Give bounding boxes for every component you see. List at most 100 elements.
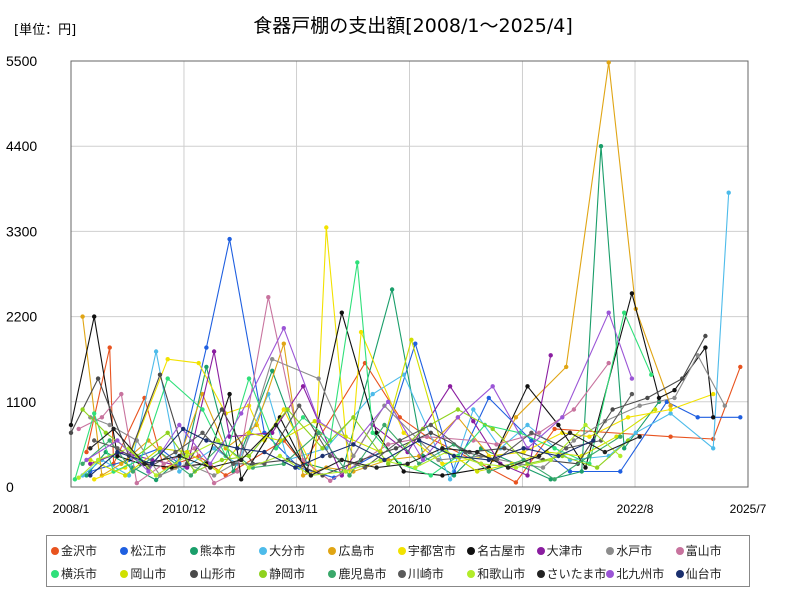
data-point bbox=[297, 404, 301, 408]
data-point bbox=[405, 462, 409, 466]
legend-marker bbox=[190, 547, 198, 555]
data-point bbox=[212, 473, 216, 477]
data-point bbox=[216, 438, 220, 442]
data-point bbox=[266, 295, 270, 299]
data-point bbox=[649, 373, 653, 377]
legend-label: 岡山市 bbox=[130, 565, 166, 582]
data-point bbox=[645, 396, 649, 400]
data-point bbox=[111, 427, 115, 431]
data-point bbox=[580, 469, 584, 473]
data-point bbox=[440, 473, 444, 477]
data-point bbox=[618, 435, 622, 439]
data-point bbox=[506, 465, 510, 469]
legend-marker bbox=[537, 547, 545, 555]
series-layer bbox=[69, 60, 743, 485]
data-point bbox=[572, 438, 576, 442]
data-point bbox=[703, 334, 707, 338]
data-point bbox=[158, 373, 162, 377]
data-point bbox=[471, 419, 475, 423]
unit-label: [単位：円] bbox=[14, 22, 76, 38]
legend-label: 川崎市 bbox=[408, 565, 444, 582]
x-tick-label: 2016/10 bbox=[388, 502, 432, 516]
legend-item: 山形市 bbox=[190, 565, 259, 582]
data-point bbox=[630, 376, 634, 380]
data-point bbox=[185, 450, 189, 454]
gridlines bbox=[71, 61, 748, 487]
data-point bbox=[448, 384, 452, 388]
data-point bbox=[514, 465, 518, 469]
legend-label: 鹿児島市 bbox=[338, 565, 386, 582]
data-point bbox=[591, 438, 595, 442]
data-point bbox=[607, 311, 611, 315]
data-point bbox=[552, 446, 556, 450]
legend-marker bbox=[467, 570, 475, 578]
data-point bbox=[359, 330, 363, 334]
legend-marker bbox=[51, 570, 59, 578]
data-point bbox=[80, 407, 84, 411]
data-point bbox=[212, 481, 216, 485]
legend-item: 横浜市 bbox=[51, 565, 120, 582]
data-point bbox=[235, 446, 239, 450]
y-axis: 011002200330044005500 bbox=[6, 53, 37, 495]
y-tick-label: 1100 bbox=[6, 394, 36, 410]
legend-item: 岡山市 bbox=[120, 565, 189, 582]
data-point bbox=[525, 384, 529, 388]
data-point bbox=[711, 392, 715, 396]
data-point bbox=[73, 477, 77, 481]
data-point bbox=[123, 473, 127, 477]
x-tick-label: 2008/1 bbox=[53, 502, 90, 516]
data-point bbox=[204, 438, 208, 442]
data-point bbox=[525, 473, 529, 477]
data-point bbox=[382, 423, 386, 427]
data-point bbox=[69, 431, 73, 435]
data-point bbox=[185, 454, 189, 458]
data-point bbox=[475, 469, 479, 473]
data-point bbox=[703, 345, 707, 349]
data-point bbox=[200, 431, 204, 435]
data-point bbox=[696, 415, 700, 419]
data-point bbox=[351, 415, 355, 419]
legend-marker bbox=[398, 547, 406, 555]
legend-label: 和歌山市 bbox=[477, 565, 525, 582]
data-point bbox=[668, 407, 672, 411]
data-point bbox=[382, 458, 386, 462]
legend-label: さいたま市 bbox=[547, 565, 607, 582]
legend-label: 静岡市 bbox=[269, 565, 305, 582]
legend-label: 熊本市 bbox=[200, 542, 236, 559]
series-line bbox=[83, 193, 729, 480]
data-point bbox=[69, 423, 73, 427]
data-point bbox=[247, 376, 251, 380]
data-point bbox=[92, 477, 96, 481]
data-point bbox=[738, 415, 742, 419]
data-point bbox=[177, 454, 181, 458]
data-point bbox=[626, 415, 630, 419]
data-point bbox=[487, 458, 491, 462]
data-point bbox=[622, 311, 626, 315]
x-tick-label: 2025/7 bbox=[730, 502, 767, 516]
data-point bbox=[88, 473, 92, 477]
data-point bbox=[402, 469, 406, 473]
legend-marker bbox=[51, 547, 59, 555]
legend-marker bbox=[676, 570, 684, 578]
legend-label: 山形市 bbox=[200, 565, 236, 582]
data-point bbox=[487, 469, 491, 473]
data-point bbox=[630, 392, 634, 396]
legend-marker bbox=[259, 570, 267, 578]
data-point bbox=[525, 423, 529, 427]
y-tick-label: 4400 bbox=[6, 138, 37, 154]
data-point bbox=[587, 435, 591, 439]
x-axis: 2008/1 2010/12 2013/11 2016/10 2019/9 2022/8 2… bbox=[53, 502, 767, 516]
legend-marker bbox=[606, 547, 614, 555]
data-point bbox=[80, 462, 84, 466]
data-point bbox=[456, 407, 460, 411]
legend-label: 水戸市 bbox=[616, 542, 652, 559]
y-tick-label: 2200 bbox=[6, 309, 37, 325]
data-point bbox=[668, 435, 672, 439]
data-point bbox=[84, 450, 88, 454]
legend-marker bbox=[120, 547, 128, 555]
data-point bbox=[556, 454, 560, 458]
legend-label: 大分市 bbox=[269, 542, 305, 559]
data-point bbox=[282, 342, 286, 346]
data-point bbox=[119, 462, 123, 466]
data-point bbox=[514, 480, 518, 484]
